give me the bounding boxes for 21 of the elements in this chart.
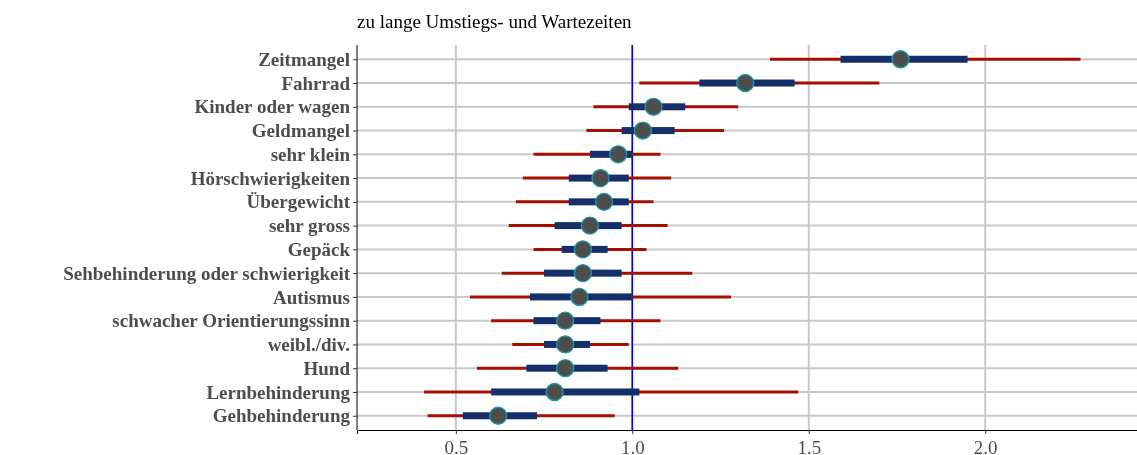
y-tick-label: Kinder oder wagen xyxy=(194,96,351,118)
y-tick-label: sehr gross xyxy=(268,215,350,237)
x-tick-label: 2.0 xyxy=(973,437,998,455)
y-tick-label: Zeitmangel xyxy=(258,48,350,70)
y-tick-label: Autismus xyxy=(272,286,350,308)
y-tick-label: Übergewicht xyxy=(246,191,351,213)
y-tick-label: weibl./div. xyxy=(267,334,350,356)
y-tick-label: sehr klein xyxy=(270,143,351,165)
y-tick-label: Gepäck xyxy=(287,238,351,260)
x-tick-label: 1.5 xyxy=(797,437,822,455)
y-tick-label: Fahrrad xyxy=(281,72,351,94)
y-tick-label: Hund xyxy=(303,357,351,379)
chart-title: zu lange Umstiegs- und Wartezeiten xyxy=(357,11,633,32)
y-tick-label: Gehbehinderung xyxy=(212,405,351,427)
y-tick-label: Lernbehinderung xyxy=(206,381,351,403)
x-tick-label: 0.5 xyxy=(444,437,469,455)
y-tick-label: schwacher Orientierungssinn xyxy=(112,310,351,332)
x-tick-label: 1.0 xyxy=(620,437,645,455)
y-tick-label: Sehbehinderung oder schwierigkeit xyxy=(63,262,351,284)
y-tick-label: Hörschwierigkeiten xyxy=(190,167,351,189)
y-tick-label: Geldmangel xyxy=(251,120,350,142)
